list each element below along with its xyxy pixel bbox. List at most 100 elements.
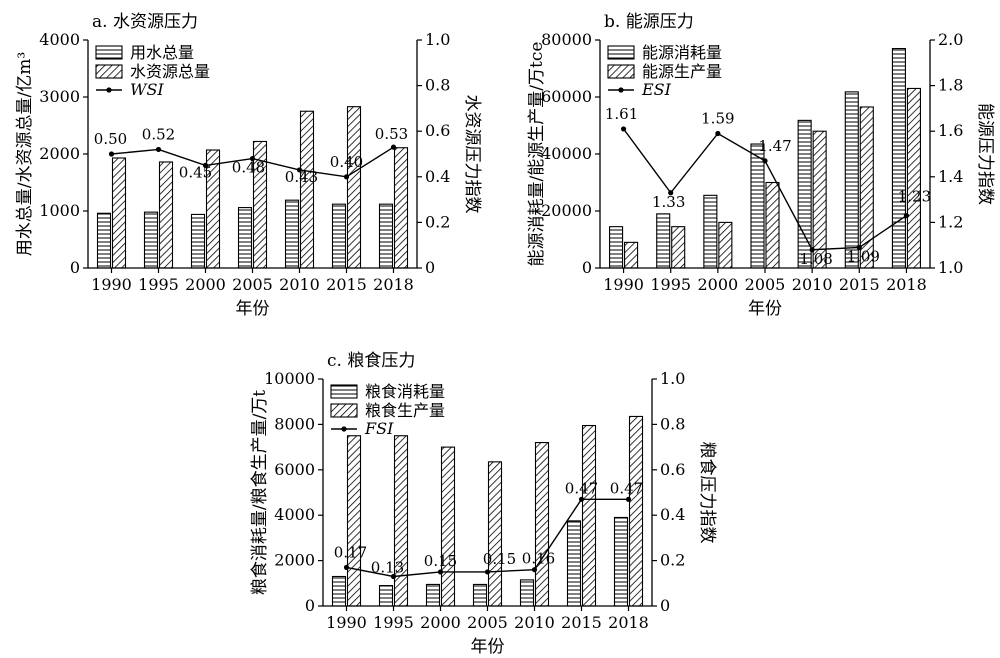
index-label-1990: 0.50 (94, 130, 127, 148)
legend-swatch-1 (607, 64, 635, 79)
legend-marker (618, 87, 624, 93)
bar-consumption-1990 (96, 212, 112, 269)
bar-total-2010 (812, 130, 827, 269)
index-label-2015: 1.09 (847, 247, 880, 265)
bar-consumption-2005 (237, 207, 253, 269)
index-point-2015 (578, 496, 585, 502)
bar-consumption-2018 (378, 203, 394, 269)
x-tick-label: 2005 (745, 275, 786, 294)
x-tick-label: 1995 (373, 613, 414, 632)
y-tick-label: 60000 (541, 87, 592, 106)
index-label-2010: 0.43 (285, 168, 318, 186)
index-point-2000 (437, 569, 444, 575)
legend-swatch-0 (607, 45, 635, 60)
bar-total-2018 (628, 415, 644, 607)
bar-total-2005 (487, 461, 503, 607)
index-point-2010 (809, 247, 815, 253)
legend-marker (106, 87, 112, 93)
y2-tick-label: 0.4 (425, 167, 450, 186)
bar-consumption-2005 (750, 143, 765, 269)
legend-label-0: 能源消耗量 (642, 43, 722, 62)
x-tick-label: 2000 (420, 613, 461, 632)
bar-total-2018 (906, 87, 921, 269)
y2-axis-label: 能源压力指数 (975, 103, 995, 205)
bar-total-2018 (393, 147, 409, 269)
x-tick-label: 2015 (561, 613, 602, 632)
x-tick-label: 2018 (608, 613, 649, 632)
legend-label-index: WSI (130, 80, 164, 99)
x-axis-label: 年份 (236, 299, 270, 319)
legend-label-index: FSI (364, 419, 394, 438)
legend-swatch-1 (330, 403, 358, 418)
y2-tick-label: 1.0 (938, 258, 963, 277)
x-tick-label: 2018 (373, 275, 414, 294)
bar-consumption-2018 (891, 47, 906, 269)
x-tick-label: 2010 (514, 613, 555, 632)
bar-total-1990 (111, 157, 127, 269)
legend-label-index: ESI (641, 80, 672, 99)
legend-swatch-1 (95, 64, 123, 79)
index-label-2018: 1.23 (898, 188, 931, 206)
chart-panel-2: 0.170.13 0.15 0.15 0.16 0.47 0.47 0 2000 4000 600… (250, 351, 717, 657)
index-label-1990: 0.17 (334, 543, 367, 561)
y2-tick-label: 1.4 (938, 167, 963, 186)
panel-title: b. 能源压力 (604, 12, 694, 32)
bar-total-2010 (534, 442, 550, 607)
index-point-1990 (343, 564, 350, 571)
bar-consumption-2005 (472, 583, 488, 607)
bar-total-2015 (859, 106, 874, 269)
bar-total-2005 (765, 181, 780, 269)
legend-label-1: 能源生产量 (642, 62, 722, 81)
panel-title: a. 水资源压力 (92, 12, 198, 32)
index-point-2010 (296, 167, 303, 173)
legend-label-1: 粮食生产量 (365, 401, 445, 420)
y-tick-label: 1000 (39, 201, 80, 220)
panel-title: c. 粮食压力 (327, 351, 415, 371)
legend-label-1: 水资源总量 (130, 62, 210, 81)
x-tick-label: 2010 (792, 275, 833, 294)
index-point-2005 (762, 158, 768, 164)
y-tick-label: 4000 (274, 505, 315, 524)
x-tick-label: 2010 (279, 275, 320, 294)
index-point-2015 (856, 244, 862, 251)
bar-total-1995 (158, 161, 174, 269)
y-tick-label: 2000 (274, 551, 315, 570)
index-point-2000 (202, 162, 209, 168)
bar-total-2010 (299, 110, 315, 269)
y2-tick-label: 0.8 (425, 76, 450, 95)
y2-axis-label: 水资源压力指数 (462, 95, 482, 214)
bar-total-2015 (346, 106, 362, 269)
y-tick-label: 8000 (274, 414, 315, 433)
bar-consumption-1990 (609, 226, 624, 269)
bar-consumption-2015 (566, 520, 582, 607)
bar-consumption-2018 (613, 516, 629, 607)
bar-total-1990 (624, 241, 639, 269)
x-tick-label: 1995 (650, 275, 691, 294)
index-point-2018 (390, 144, 397, 150)
y-tick-label: 10000 (264, 369, 315, 388)
y-axis-label: 粮食消耗量/粮食生产量/万t (250, 390, 270, 595)
index-point-2005 (249, 155, 256, 162)
index-label-2015: 0.40 (330, 153, 363, 171)
x-tick-label: 2015 (326, 275, 367, 294)
bar-consumption-2015 (331, 203, 347, 269)
x-tick-label: 1990 (603, 275, 644, 294)
bar-consumption-2000 (190, 213, 206, 269)
x-tick-label: 2000 (185, 275, 226, 294)
y-tick-label: 6000 (274, 460, 315, 479)
y2-tick-label: 1.0 (425, 30, 450, 49)
legend-marker (341, 426, 347, 432)
bar-consumption-2000 (425, 583, 441, 607)
index-label-2005: 0.15 (483, 550, 516, 568)
x-tick-label: 2005 (232, 275, 273, 294)
y2-tick-label: 0.6 (660, 460, 685, 479)
bar-consumption-2010 (797, 119, 812, 269)
index-label-2000: 1.59 (701, 109, 734, 127)
y2-tick-label: 1.0 (660, 369, 685, 388)
y-tick-label: 80000 (541, 30, 592, 49)
index-label-2018: 0.53 (375, 125, 408, 143)
x-tick-label: 2018 (886, 275, 927, 294)
y2-tick-label: 0 (425, 258, 435, 277)
x-tick-label: 2005 (467, 613, 508, 632)
